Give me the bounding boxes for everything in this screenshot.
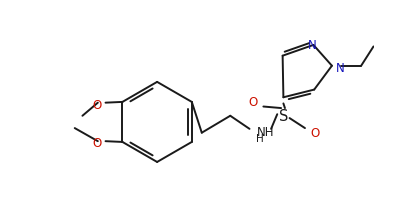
Text: O: O [249,96,258,109]
Text: O: O [93,137,102,149]
Text: O: O [310,126,319,139]
Text: N: N [336,61,344,74]
Text: S: S [279,109,288,124]
Text: N: N [307,39,316,52]
Text: NH: NH [256,126,274,139]
Text: H: H [256,133,264,143]
Text: O: O [93,98,102,111]
